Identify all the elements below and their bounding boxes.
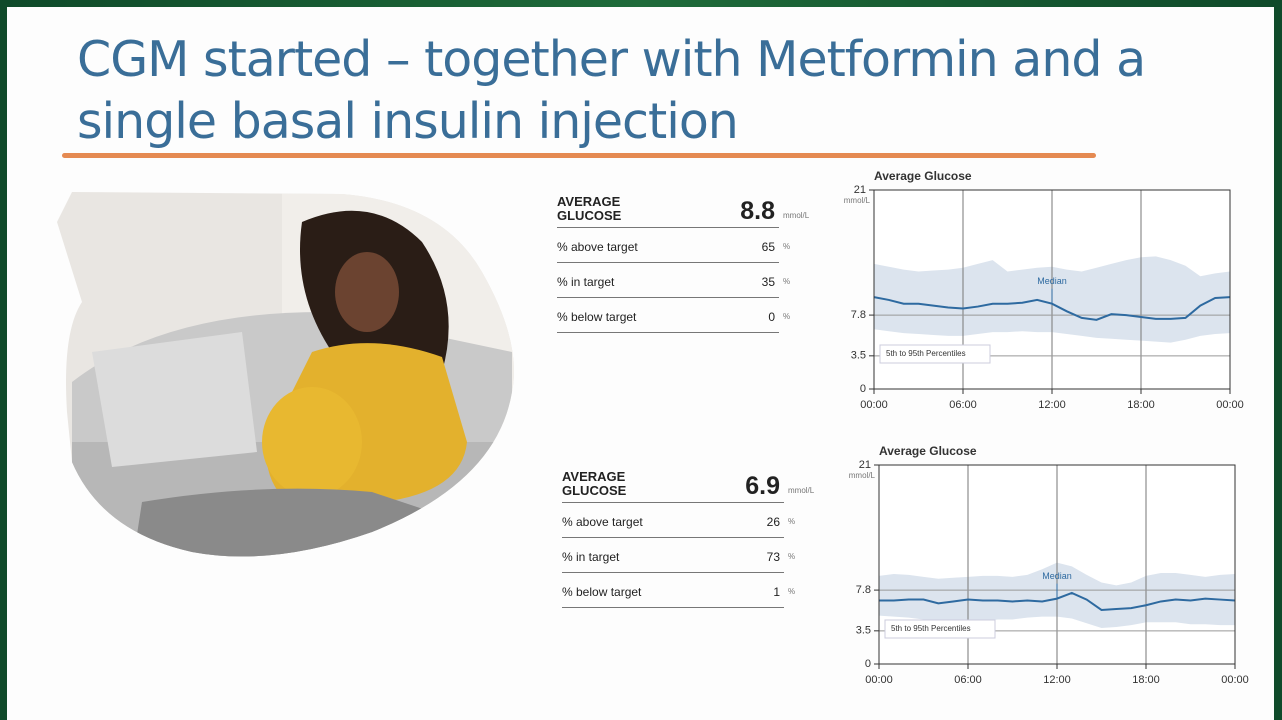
y-unit-label: mmol/L bbox=[849, 471, 876, 480]
y-tick-label: 21 bbox=[859, 459, 871, 471]
y-tick-label: 0 bbox=[860, 383, 866, 395]
x-tick-label: 06:00 bbox=[954, 674, 982, 686]
row-value: 65 bbox=[761, 240, 775, 254]
average-value: 8.8 bbox=[740, 197, 775, 225]
row-value: 0 bbox=[768, 310, 775, 324]
y-tick-label: 3.5 bbox=[856, 625, 871, 637]
legend-box bbox=[879, 344, 991, 364]
title-underline bbox=[62, 153, 1096, 158]
row-unit: % bbox=[788, 517, 796, 526]
stats-row: % in target 73% bbox=[562, 538, 795, 573]
chart-title: Average Glucose bbox=[874, 169, 972, 183]
y-tick-label: 7.8 bbox=[851, 309, 866, 321]
y-tick-label: 3.5 bbox=[851, 350, 866, 362]
slide-title: CGM started – together with Metformin an… bbox=[77, 31, 1146, 150]
y-unit-label: mmol/L bbox=[844, 196, 871, 205]
series-label: Median bbox=[1042, 571, 1072, 581]
legend-box bbox=[884, 619, 996, 639]
row-unit: % bbox=[783, 277, 791, 286]
row-label: % above target bbox=[562, 515, 643, 529]
x-tick-label: 12:00 bbox=[1038, 399, 1066, 411]
stats-heading: AVERAGE GLUCOSE bbox=[562, 469, 627, 498]
row-value: 1 bbox=[773, 585, 780, 599]
row-label: % in target bbox=[562, 550, 620, 564]
row-label: % in target bbox=[557, 275, 615, 289]
x-tick-label: 12:00 bbox=[1043, 674, 1071, 686]
plot-frame bbox=[873, 189, 1231, 390]
x-tick-label: 00:00 bbox=[860, 399, 888, 411]
photo bbox=[57, 192, 514, 557]
row-unit: % bbox=[788, 587, 796, 596]
row-label: % below target bbox=[562, 585, 642, 599]
x-tick-label: 06:00 bbox=[949, 399, 977, 411]
average-unit: mmol/L bbox=[783, 211, 810, 220]
legend-label: 5th to 95th Percentiles bbox=[891, 624, 971, 633]
row-value: 35 bbox=[761, 275, 775, 289]
row-value: 73 bbox=[766, 550, 780, 564]
y-tick-label: 7.8 bbox=[856, 584, 871, 596]
stats-table: AVERAGE GLUCOSE 6.9 mmol/L % above target 26… bbox=[562, 469, 814, 608]
stats-row: % below target 0% bbox=[557, 298, 790, 333]
stats-header: AVERAGE GLUCOSE 6.9 mmol/L bbox=[562, 469, 814, 503]
row-unit: % bbox=[788, 552, 796, 561]
stats-row: % above target 26% bbox=[562, 503, 795, 538]
chart-title: Average Glucose bbox=[879, 444, 977, 458]
row-value: 26 bbox=[766, 515, 780, 529]
stats-row: % below target 1% bbox=[562, 573, 795, 608]
row-label: % above target bbox=[557, 240, 638, 254]
chart: Average Glucose 00:00 06:00 12:00 18:00 00:00… bbox=[844, 169, 1244, 411]
x-tick-label: 00:00 bbox=[1221, 674, 1249, 686]
plot-frame bbox=[878, 464, 1236, 665]
x-tick-label: 18:00 bbox=[1132, 674, 1160, 686]
series-label: Median bbox=[1037, 276, 1067, 286]
average-unit: mmol/L bbox=[788, 486, 815, 495]
x-tick-label: 00:00 bbox=[865, 674, 893, 686]
y-tick-label: 0 bbox=[865, 658, 871, 670]
chart: Average Glucose 00:00 06:00 12:00 18:00 00:00… bbox=[849, 444, 1249, 686]
average-value: 6.9 bbox=[745, 472, 780, 500]
stats-row: % above target 65% bbox=[557, 228, 790, 263]
y-tick-label: 21 bbox=[854, 184, 866, 196]
legend-label: 5th to 95th Percentiles bbox=[886, 349, 966, 358]
x-tick-label: 00:00 bbox=[1216, 399, 1244, 411]
row-label: % below target bbox=[557, 310, 637, 324]
row-unit: % bbox=[783, 312, 791, 321]
stats-header: AVERAGE GLUCOSE 8.8 mmol/L bbox=[557, 194, 809, 228]
row-unit: % bbox=[783, 242, 791, 251]
slide: CGM started – together with Metformin an… bbox=[7, 7, 1274, 720]
stats-row: % in target 35% bbox=[557, 263, 790, 298]
stats-heading: AVERAGE GLUCOSE bbox=[557, 194, 622, 223]
stats-table: AVERAGE GLUCOSE 8.8 mmol/L % above target 65… bbox=[557, 194, 809, 333]
x-tick-label: 18:00 bbox=[1127, 399, 1155, 411]
